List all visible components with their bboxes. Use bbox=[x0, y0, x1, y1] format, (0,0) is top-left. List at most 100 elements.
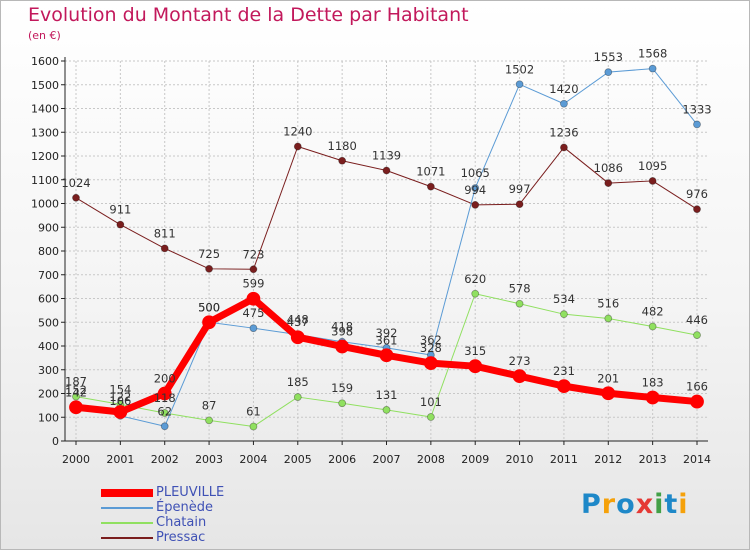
series-point-3 bbox=[648, 177, 657, 185]
x-tick-label: 2007 bbox=[373, 453, 401, 466]
data-label: 475 bbox=[242, 306, 264, 320]
series-point-0 bbox=[113, 405, 128, 419]
series-point-1 bbox=[604, 68, 613, 77]
series-point-3 bbox=[72, 193, 80, 202]
y-tick-label: 600 bbox=[38, 293, 59, 306]
y-tick-label: 1100 bbox=[31, 174, 59, 187]
x-tick-label: 2006 bbox=[328, 453, 356, 466]
data-label: 200 bbox=[154, 372, 176, 386]
x-tick-label: 2008 bbox=[417, 453, 445, 466]
legend-swatch bbox=[101, 489, 153, 497]
logo-letter: o bbox=[616, 489, 636, 520]
series-point-1 bbox=[560, 99, 568, 108]
logo-letter: r bbox=[601, 489, 617, 520]
x-tick-label: 2002 bbox=[151, 453, 179, 466]
y-tick-label: 400 bbox=[38, 340, 59, 353]
series-point-2 bbox=[72, 392, 80, 401]
series-point-0 bbox=[468, 359, 483, 374]
y-tick-label: 700 bbox=[38, 269, 59, 282]
x-tick-label: 2013 bbox=[639, 453, 667, 466]
data-label: 620 bbox=[464, 272, 486, 286]
x-tick-label: 2000 bbox=[62, 453, 90, 466]
series-point-2 bbox=[249, 422, 258, 431]
y-tick-label: 1200 bbox=[31, 150, 59, 163]
x-tick-label: 2004 bbox=[239, 453, 267, 466]
series-point-2 bbox=[604, 314, 613, 323]
data-label: 482 bbox=[642, 305, 664, 319]
series-point-1 bbox=[693, 120, 701, 129]
series-point-1 bbox=[249, 324, 258, 333]
series-point-3 bbox=[293, 142, 302, 151]
series-point-3 bbox=[426, 182, 435, 191]
data-label: 201 bbox=[597, 371, 619, 385]
logo-letter: t bbox=[664, 489, 679, 520]
data-label: 62 bbox=[157, 404, 172, 418]
data-label: 106 bbox=[109, 394, 131, 408]
x-tick-label: 2001 bbox=[106, 453, 134, 466]
y-tick-label: 900 bbox=[38, 221, 59, 234]
legend-label: Épenède bbox=[156, 500, 213, 515]
x-tick-label: 2003 bbox=[195, 453, 223, 466]
data-label: 392 bbox=[376, 326, 398, 340]
series-point-2 bbox=[293, 393, 302, 401]
data-label: 448 bbox=[287, 313, 309, 327]
series-point-2 bbox=[205, 416, 213, 425]
series-point-0 bbox=[512, 369, 527, 384]
data-label: 976 bbox=[686, 187, 708, 201]
y-tick-label: 1300 bbox=[31, 126, 59, 139]
y-tick-label: 0 bbox=[52, 435, 59, 448]
data-label: 87 bbox=[202, 398, 217, 412]
proxiti-logo: Proxiti bbox=[581, 489, 689, 520]
series-point-0 bbox=[157, 386, 172, 401]
data-label: 362 bbox=[420, 333, 442, 347]
y-tick-label: 300 bbox=[38, 364, 59, 377]
y-tick-label: 100 bbox=[38, 411, 59, 424]
data-label: 131 bbox=[376, 388, 398, 402]
y-tick-label: 500 bbox=[38, 316, 59, 329]
series-point-2 bbox=[471, 289, 480, 298]
legend-label: Chatain bbox=[156, 515, 207, 530]
x-tick-label: 2005 bbox=[284, 453, 312, 466]
series-point-3 bbox=[116, 220, 125, 229]
data-label: 61 bbox=[246, 405, 261, 419]
series-point-3 bbox=[604, 179, 613, 187]
series-point-0 bbox=[601, 386, 616, 401]
logo-letter: i bbox=[678, 489, 689, 520]
data-label: 1568 bbox=[638, 47, 667, 61]
legend-swatch bbox=[101, 522, 153, 524]
data-label: 578 bbox=[509, 282, 531, 296]
x-tick-label: 2011 bbox=[550, 453, 578, 466]
data-label: 1240 bbox=[283, 125, 312, 139]
data-label: 142 bbox=[65, 385, 87, 399]
x-tick-label: 2009 bbox=[461, 453, 489, 466]
series-point-3 bbox=[249, 265, 258, 274]
logo-letter: x bbox=[635, 489, 655, 520]
data-label: 1420 bbox=[549, 82, 578, 96]
legend-label: Pressac bbox=[156, 530, 206, 545]
data-label: 166 bbox=[686, 380, 708, 394]
series-point-2 bbox=[648, 322, 657, 331]
data-label: 101 bbox=[420, 395, 442, 409]
data-label: 1086 bbox=[594, 161, 623, 175]
data-label: 231 bbox=[553, 364, 575, 378]
data-label: 118 bbox=[154, 391, 176, 405]
series-point-0 bbox=[379, 348, 394, 363]
y-tick-label: 1000 bbox=[31, 198, 59, 211]
data-label: 516 bbox=[597, 296, 619, 310]
series-point-0 bbox=[335, 339, 350, 354]
series-point-2 bbox=[382, 405, 391, 414]
series-point-0 bbox=[246, 291, 261, 306]
series-point-3 bbox=[515, 200, 524, 209]
series-point-3 bbox=[338, 156, 347, 165]
legend-swatch bbox=[101, 537, 153, 539]
data-label: 187 bbox=[65, 375, 87, 389]
logo-letter: P bbox=[581, 489, 602, 520]
data-label: 811 bbox=[154, 226, 176, 240]
data-label: 315 bbox=[464, 344, 486, 358]
series-point-0 bbox=[645, 390, 660, 405]
chart-title: Evolution du Montant de la Dette par Hab… bbox=[28, 4, 469, 26]
data-label: 500 bbox=[198, 300, 220, 314]
data-label: 1236 bbox=[549, 125, 578, 139]
data-label: 1065 bbox=[461, 166, 490, 180]
data-label: 723 bbox=[242, 247, 264, 261]
